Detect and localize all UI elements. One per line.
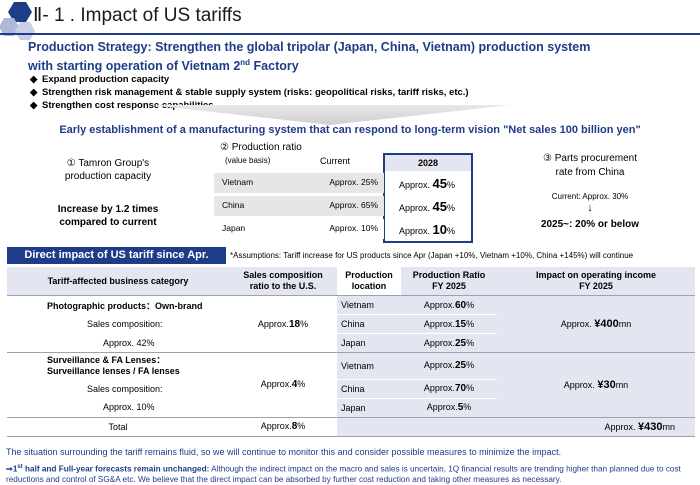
target-value: Approx. 45% <box>398 199 456 214</box>
table-row: Approx. 42% Japan Approx.25% <box>7 333 695 353</box>
target-value: Approx. 45% <box>398 176 456 191</box>
page-title: Ⅱ- 1 . Impact of US tariffs <box>33 5 242 26</box>
col-impact: Impact on operating income FY 2025 <box>497 267 695 296</box>
target-header: 2028 <box>385 155 471 171</box>
direct-impact-header: Direct impact of US tariff since Apr. <box>7 247 226 264</box>
col-location: Production location <box>337 267 401 296</box>
table-row: Approx. 10% Japan Approx.5% <box>7 398 695 417</box>
strategy-bullet: ◆ Strengthen risk management & stable sup… <box>30 87 469 98</box>
situation-note: The situation surrounding the tariff rem… <box>6 447 562 457</box>
strategy-heading: Production Strategy: Strengthen the glob… <box>28 40 591 74</box>
current-header: Current <box>320 156 351 166</box>
ratio-title: ② Production ratio <box>220 142 302 153</box>
ratio-row: China Approx. 65% <box>214 196 384 216</box>
procurement-target: 2025~: 20% or below <box>540 219 640 230</box>
procurement-title: ③ Parts procurement rate from China <box>543 153 637 178</box>
capacity-title: ① Tamron Group's production capacity <box>64 158 152 182</box>
col-production-ratio: Production Ratio FY 2025 <box>401 267 497 296</box>
table-header-row: Tariff-affected business category Sales … <box>7 267 695 296</box>
col-sales-ratio: Sales composition ratio to the U.S. <box>229 267 337 296</box>
strategy-bullet: ◆ Expand production capacity <box>30 74 170 85</box>
target-value: Approx. 10% <box>398 222 456 237</box>
table-total-row: Total Approx.8% Approx. ¥430mn <box>7 416 695 437</box>
table-row: Sales composition: China Approx.15% <box>7 314 695 334</box>
ratio-row: Japan Approx. 10% <box>214 219 384 239</box>
table-row: Sales composition: China Approx.70% <box>7 379 695 399</box>
table-row: Surveillance & FA Lenses： Surveillance le… <box>7 352 695 417</box>
down-arrow-icon: ↓ <box>587 202 593 214</box>
assumptions-note: *Assumptions: Tariff increase for US pro… <box>230 251 634 260</box>
ratio-row: Vietnam Approx. 25% <box>214 173 384 193</box>
forecast-note: ⇒1st half and Full-year forecasts remain… <box>6 464 681 484</box>
table-row: Photographic products：Own-brand Approx.1… <box>7 295 695 353</box>
hexagon-decoration <box>0 2 35 40</box>
down-arrow-shape <box>150 105 510 125</box>
tariff-impact-table: Tariff-affected business category Sales … <box>7 267 695 437</box>
title-rule <box>0 33 700 35</box>
target-2028-box <box>383 153 473 243</box>
col-category: Tariff-affected business category <box>7 267 229 296</box>
capacity-increase: Increase by 1.2 times compared to current <box>57 204 159 228</box>
strategy-bullet: ◆ Strengthen cost response capabilities <box>30 100 214 111</box>
procurement-current: Current: Approx. 30% <box>551 192 629 201</box>
long-term-vision-text: Early establishment of a manufacturing s… <box>59 124 641 136</box>
ratio-subtitle: (value basis) <box>225 156 271 165</box>
